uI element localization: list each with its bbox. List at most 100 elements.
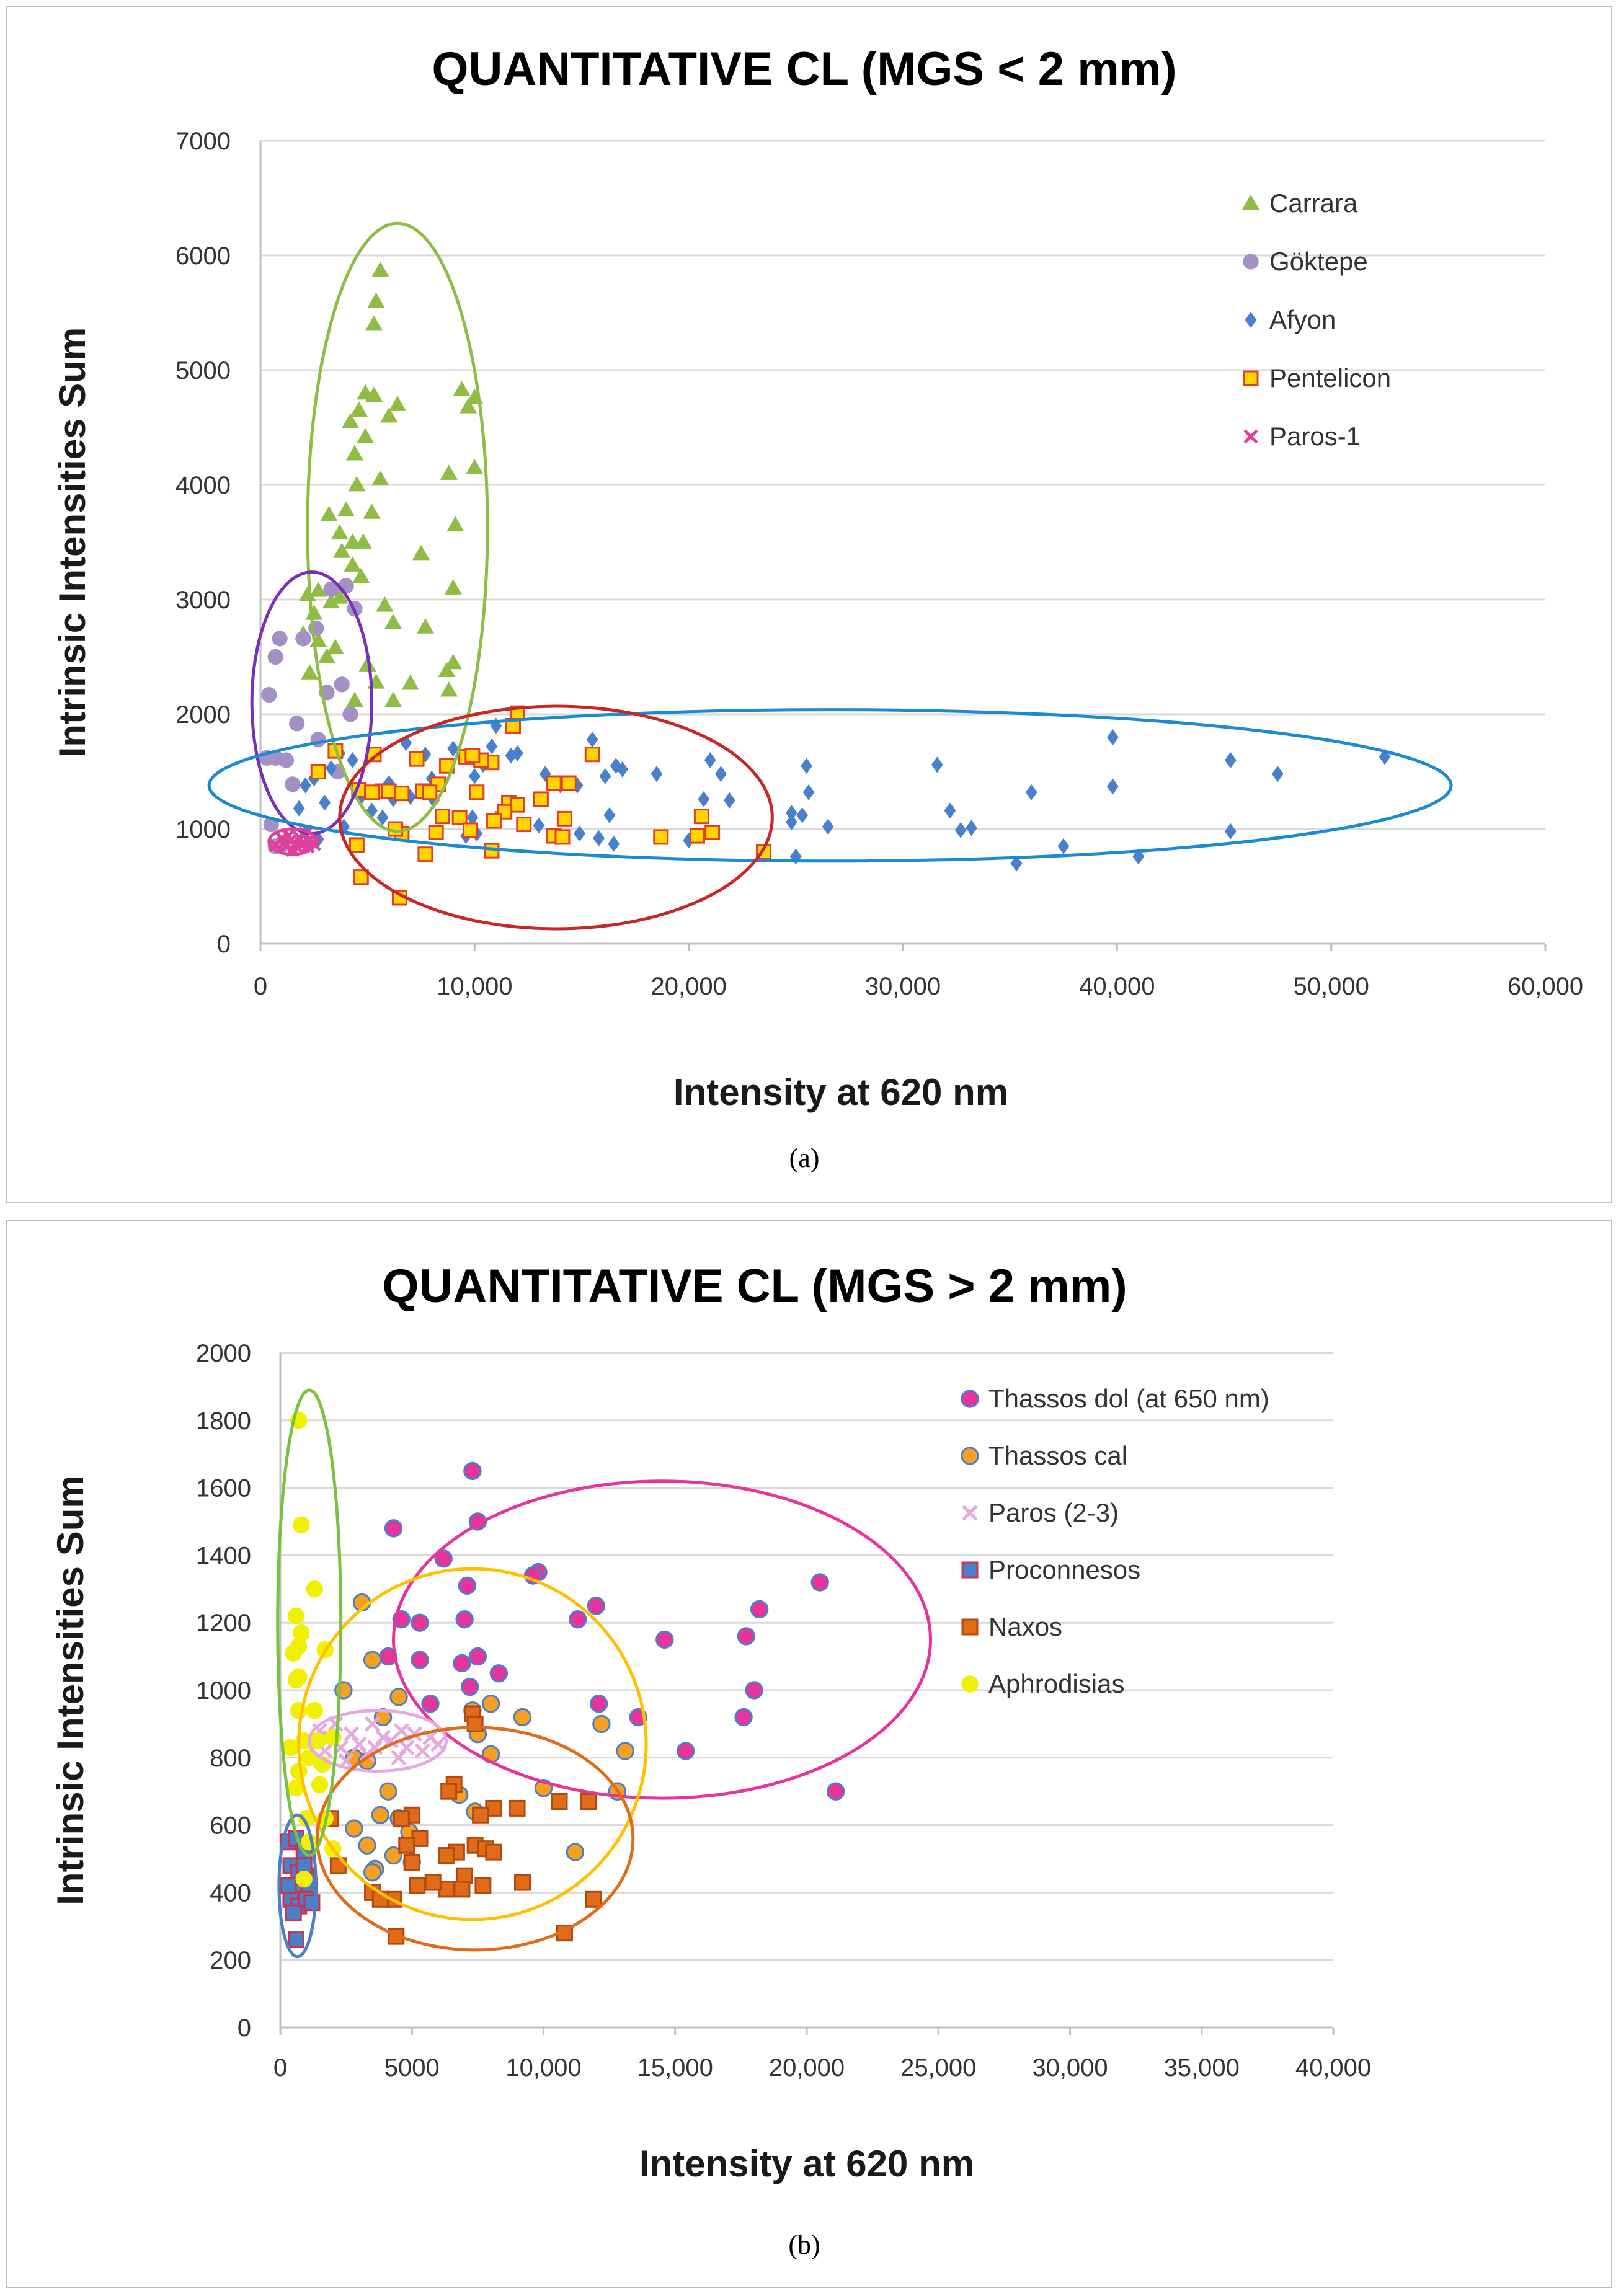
legend-label: Proconnesos: [988, 1555, 1140, 1584]
data-point: [384, 1846, 403, 1865]
data-point: [750, 1600, 769, 1619]
data-point: [358, 1836, 376, 1855]
data-point: [280, 1877, 297, 1895]
data-point: [287, 1671, 305, 1689]
data-point: [293, 1516, 310, 1534]
data-point: [371, 261, 389, 277]
legend-label: Göktepe: [1269, 247, 1368, 276]
data-point: [533, 817, 545, 834]
data-point: [822, 818, 834, 835]
data-point: [1107, 729, 1119, 745]
data-point: [704, 752, 716, 768]
series-thassos-cal: [334, 1593, 634, 1882]
data-point: [305, 604, 323, 620]
data-point: [551, 1793, 568, 1811]
y-tick-label: 400: [210, 1879, 251, 1907]
data-point: [458, 1576, 477, 1595]
cluster-ellipse-thassos-cal: [297, 1567, 648, 1921]
data-point: [587, 1597, 606, 1615]
data-point: [272, 631, 288, 647]
data-point: [444, 654, 462, 670]
data-point: [616, 761, 629, 778]
y-tick-label: 2000: [175, 701, 231, 729]
data-point: [285, 776, 301, 792]
data-point: [285, 1904, 302, 1921]
data-point: [353, 869, 369, 885]
data-point: [422, 784, 438, 800]
x-tick-label: 35,000: [1164, 2054, 1240, 2081]
data-point: [384, 691, 402, 707]
data-point: [786, 813, 797, 830]
legend: Thassos dol (at 650 nm) Thassos cal Paros …: [961, 1384, 1269, 1698]
data-point: [295, 1870, 313, 1888]
y-tick-label: 3000: [175, 587, 231, 614]
data-point: [409, 1877, 426, 1895]
cluster-ellipse-afyon: [207, 708, 1453, 863]
legend-marker: [962, 1505, 978, 1521]
data-point: [509, 797, 525, 813]
cluster-ellipse-proconnesos: [277, 1813, 318, 1959]
data-point: [414, 1743, 430, 1759]
data-point: [464, 748, 481, 764]
legend-marker: [961, 1390, 979, 1408]
data-point: [810, 1573, 829, 1592]
data-point: [421, 1695, 440, 1713]
data-point: [417, 846, 433, 862]
data-point: [584, 747, 600, 763]
data-point: [459, 397, 477, 414]
data-point: [608, 836, 620, 853]
y-axis-label: Intrinsic Intensities Sum: [51, 327, 93, 758]
data-point: [698, 791, 710, 807]
cluster-ellipse-aphrodisias: [276, 1388, 343, 1858]
data-point: [290, 1638, 308, 1655]
x-tick-label: 10,000: [437, 973, 512, 1000]
data-point: [566, 1843, 585, 1861]
data-point: [371, 470, 389, 486]
data-point: [306, 1701, 323, 1719]
data-point: [931, 756, 943, 773]
legend-marker: [961, 1447, 979, 1465]
data-point: [389, 1688, 408, 1706]
data-point: [734, 1708, 753, 1727]
legend-marker: [961, 1675, 979, 1693]
data-point: [651, 766, 663, 782]
data-point: [677, 1742, 695, 1760]
data-point: [723, 792, 735, 809]
data-point: [460, 1677, 479, 1696]
data-point: [466, 459, 484, 474]
data-point: [363, 1651, 382, 1669]
x-tick-label: 5000: [384, 2054, 440, 2081]
data-point: [358, 656, 376, 672]
data-point: [447, 740, 460, 757]
y-tick-label: 1000: [196, 1677, 251, 1704]
data-point: [453, 381, 471, 396]
y-tick-label: 800: [210, 1745, 251, 1772]
x-tick-label: 15,000: [637, 2054, 713, 2081]
x-tick-label: 0: [254, 973, 267, 1000]
data-point: [287, 1607, 305, 1625]
data-point: [309, 581, 327, 597]
data-point: [289, 716, 305, 732]
data-point: [322, 593, 340, 609]
data-point: [580, 1793, 597, 1811]
data-point: [689, 828, 705, 844]
data-point: [593, 830, 605, 846]
figure-caption: (a): [789, 1143, 820, 1173]
data-point: [300, 777, 311, 794]
data-point: [267, 649, 283, 665]
data-point: [311, 1776, 329, 1794]
y-tick-label: 600: [210, 1812, 251, 1840]
data-point: [376, 596, 394, 612]
data-point: [826, 1782, 845, 1801]
y-tick-label: 1800: [196, 1407, 251, 1435]
y-axis-label: Intrinsic Intensities Sum: [50, 1475, 91, 1905]
data-point: [365, 1716, 381, 1732]
data-point: [554, 829, 571, 845]
data-point: [319, 794, 331, 811]
data-point: [347, 752, 358, 768]
data-point: [954, 822, 967, 838]
data-point: [281, 828, 296, 843]
data-point: [453, 1881, 471, 1898]
data-point: [367, 292, 385, 308]
legend-label: Paros-1: [1269, 422, 1361, 451]
